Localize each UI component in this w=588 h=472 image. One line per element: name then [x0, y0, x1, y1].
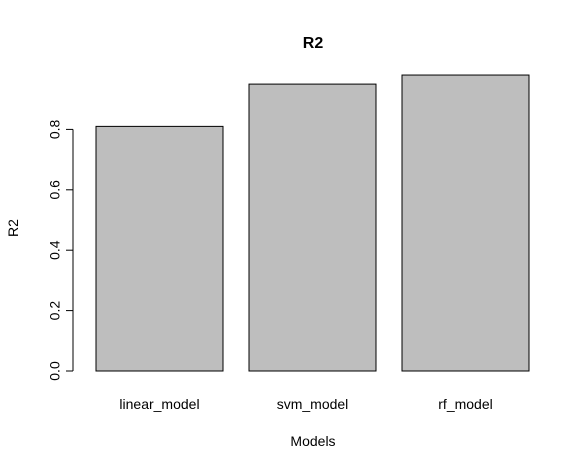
bar: [401, 74, 530, 372]
y-tick-label: 0.4: [47, 240, 63, 260]
x-tick-label: svm_model: [277, 396, 349, 412]
x-tick-label: linear_model: [119, 396, 199, 412]
y-tick-label: 0.2: [47, 301, 63, 321]
x-axis-label: Models: [290, 433, 335, 449]
y-tick-label: 0.8: [47, 119, 63, 139]
x-axis-labels: linear_model svm_model rf_model: [119, 396, 492, 412]
y-axis-label: R2: [5, 219, 21, 237]
y-tick-label: 0.6: [47, 180, 63, 200]
bar: [248, 83, 377, 372]
chart-title: R2: [303, 35, 324, 52]
y-tick-label: 0.0: [47, 361, 63, 381]
x-tick-label: rf_model: [438, 396, 492, 412]
bar: [95, 125, 224, 372]
bars: [95, 74, 530, 372]
y-axis: 0.0 0.2 0.4 0.6 0.8: [47, 119, 74, 381]
